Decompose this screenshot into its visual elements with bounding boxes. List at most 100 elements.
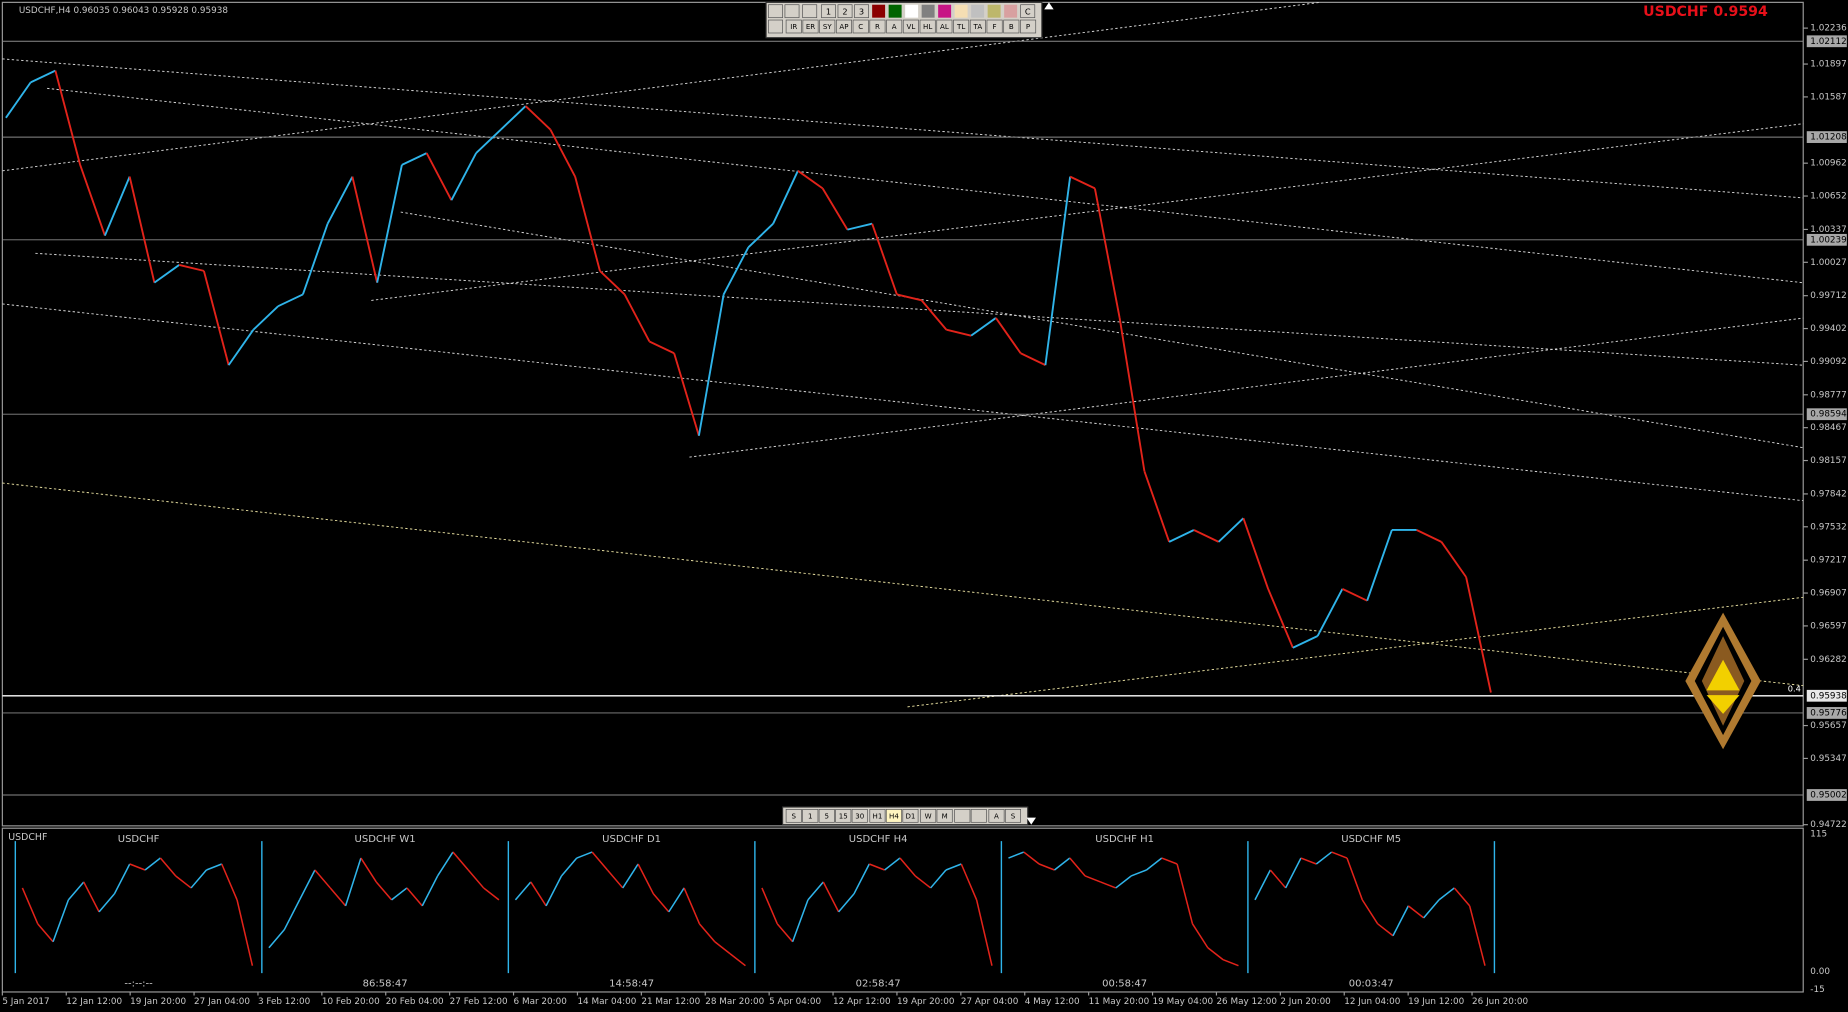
timeframe-button[interactable]	[988, 809, 1005, 823]
panel-label: USDCHF D1	[602, 834, 661, 845]
color-swatch[interactable]	[938, 4, 952, 18]
tool-button-label[interactable]: SY	[823, 22, 832, 31]
tool-button[interactable]	[1020, 19, 1037, 34]
y-tick-label: 1.00027	[1810, 258, 1847, 268]
tool-icon[interactable]	[802, 4, 818, 19]
tool-button-label[interactable]: B	[1009, 22, 1014, 31]
panel-segment	[698, 923, 716, 943]
tool-icon[interactable]	[768, 4, 783, 19]
tool-button[interactable]	[902, 19, 919, 34]
panel-segment	[914, 875, 932, 889]
timeframe-label[interactable]: 15	[839, 811, 848, 820]
tool-button-label[interactable]: AP	[839, 22, 849, 31]
x-tick-label: 28 Mar 20:00	[705, 997, 764, 1007]
level-label: 0.95002	[1810, 790, 1847, 800]
timeframe-label[interactable]: S	[1011, 811, 1016, 820]
tool-button[interactable]	[886, 19, 903, 34]
tool-button[interactable]	[919, 19, 936, 34]
color-swatch[interactable]	[921, 4, 935, 18]
tool-button[interactable]	[802, 19, 819, 34]
tool-button-label[interactable]: A	[892, 22, 897, 31]
tool-icon[interactable]	[954, 809, 971, 823]
timeframe-label[interactable]: S	[792, 811, 797, 820]
tool-button-label[interactable]: IR	[790, 22, 797, 31]
tool-button-label[interactable]: P	[1026, 22, 1031, 31]
timeframe-label[interactable]: H1	[873, 811, 883, 820]
tool-button[interactable]	[819, 19, 836, 34]
tool-button[interactable]	[936, 19, 953, 34]
panel-segment	[1315, 851, 1333, 865]
tool-icon[interactable]	[768, 19, 783, 34]
tool-button-label[interactable]: C	[1025, 6, 1031, 16]
timeframe-button[interactable]	[920, 809, 937, 823]
timeframe-button[interactable]	[802, 809, 819, 823]
timeframe-label[interactable]: 30	[855, 811, 864, 820]
tool-button[interactable]	[1020, 4, 1036, 19]
panel-segment	[1191, 923, 1209, 949]
tool-button[interactable]	[854, 4, 869, 19]
price-segment	[673, 352, 700, 436]
timeframe-label[interactable]: 5	[825, 811, 830, 820]
panel-segment	[1407, 905, 1425, 919]
logo-shape	[1706, 659, 1740, 691]
timeframe-button[interactable]	[818, 809, 835, 823]
timeframe-label[interactable]: D1	[905, 811, 915, 820]
tool-button-label[interactable]: 3	[859, 6, 864, 16]
timeframe-label[interactable]: M	[942, 811, 948, 820]
timeframe-button[interactable]	[869, 809, 886, 823]
color-swatch[interactable]	[1004, 4, 1018, 18]
tool-button[interactable]	[953, 19, 970, 34]
tool-button-label[interactable]: ER	[806, 22, 815, 31]
color-swatch[interactable]	[971, 4, 985, 18]
tool-button[interactable]	[821, 4, 836, 19]
sub-title: USDCHF	[8, 832, 47, 843]
tool-button[interactable]	[785, 19, 802, 34]
color-swatch[interactable]	[872, 4, 886, 18]
timeframe-button[interactable]	[785, 809, 802, 823]
timeframe-button[interactable]	[835, 809, 852, 823]
color-swatch[interactable]	[987, 4, 1001, 18]
tool-button-label[interactable]: TA	[973, 22, 983, 31]
panel-segment	[622, 863, 639, 889]
toolbar-arrow[interactable]	[1026, 817, 1036, 825]
price-segment	[500, 105, 527, 131]
color-swatch[interactable]	[905, 4, 919, 18]
panel-timer: 02:58:47	[856, 979, 901, 990]
tool-button[interactable]	[837, 4, 853, 19]
price-segment	[697, 294, 725, 436]
tool-button-label[interactable]: R	[875, 22, 880, 31]
tool-button-label[interactable]: VL	[907, 22, 916, 31]
timeframe-button[interactable]	[1004, 809, 1021, 823]
tool-button-label[interactable]: TL	[956, 22, 965, 31]
tool-button[interactable]	[835, 19, 852, 34]
tool-button-label[interactable]: 2	[842, 6, 847, 16]
timeframe-label[interactable]: 1	[808, 811, 813, 820]
tool-button[interactable]	[986, 19, 1003, 34]
panel-segment	[1346, 857, 1364, 901]
timeframe-button[interactable]	[885, 809, 902, 823]
tool-button-label[interactable]: AL	[940, 22, 949, 31]
tool-button[interactable]	[852, 19, 869, 34]
timeframe-label[interactable]: H4	[889, 811, 899, 820]
tool-button[interactable]	[1003, 19, 1020, 34]
timeframe-button[interactable]	[936, 809, 953, 823]
timeframe-button[interactable]	[851, 809, 868, 823]
tool-button[interactable]	[869, 19, 886, 34]
panel-segment	[52, 899, 70, 943]
toolbar-arrow[interactable]	[1044, 2, 1054, 10]
price-segment	[847, 222, 873, 231]
color-swatch[interactable]	[888, 4, 902, 18]
tool-button[interactable]	[969, 19, 986, 34]
tool-button-label[interactable]: F	[993, 22, 997, 31]
tool-icon[interactable]	[784, 4, 800, 19]
panel-segment	[729, 953, 746, 967]
timeframe-label[interactable]: A	[994, 811, 999, 820]
timeframe-button[interactable]	[902, 809, 919, 823]
price-segment	[1267, 588, 1294, 649]
tool-button-label[interactable]: C	[858, 22, 863, 31]
color-swatch[interactable]	[954, 4, 968, 18]
tool-button-label[interactable]: 1	[826, 6, 831, 16]
timeframe-label[interactable]: W	[925, 811, 932, 820]
tool-icon[interactable]	[970, 809, 987, 823]
tool-button-label[interactable]: HL	[923, 22, 932, 31]
